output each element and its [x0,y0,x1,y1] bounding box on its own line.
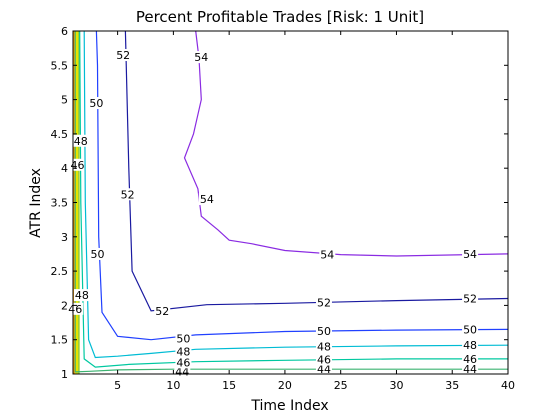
contour-label-bg [115,49,132,62]
x-tick-label: 10 [166,379,180,392]
contour-label-52: 52 [121,188,135,201]
contour-label-bg [154,304,171,317]
contour-label-bg [175,345,192,358]
contour-label-44: 44 [463,363,477,376]
x-axis-label: Time Index [250,398,328,414]
contour-label-bg [88,97,105,110]
x-tick-label: 25 [334,379,348,392]
contour-label-52: 52 [116,49,130,62]
y-axis: 1 1.5 2 2.5 3 3.5 4 4.5 5 5.5 6 [51,25,508,381]
contour-label-48: 48 [74,135,88,148]
contour-line-48 [83,30,509,359]
contour-label-bg [193,51,210,64]
contour-label-54: 54 [200,193,214,206]
y-tick-label: 3.5 [51,197,69,210]
contour-label-bg [67,302,84,315]
contour-label-46: 46 [176,356,190,369]
y-tick-label: 5 [61,94,68,107]
contour-label-44: 44 [175,365,189,378]
contour-label-bg [119,188,136,201]
contour-label-48: 48 [176,345,190,358]
contour-label-48: 48 [463,339,477,352]
contour-label-50: 50 [463,323,477,336]
contour-label-bg [315,353,332,366]
contour-label-52: 52 [317,297,331,310]
contour-label-bg [462,292,479,305]
contour-label-54: 54 [320,249,334,262]
contour-label-46: 46 [68,303,82,316]
contour-label-bg [73,289,90,302]
contour-line-50 [95,30,509,341]
contour-label-50: 50 [89,97,103,110]
contour-label-48: 48 [317,341,331,354]
contour-label-bg [198,193,215,206]
x-tick-label: 20 [278,379,292,392]
axes-frame [72,30,509,375]
contour-label-bg [462,323,479,336]
contour-label-bg [89,247,106,260]
contour-label-48: 48 [75,289,89,302]
y-tick-label: 1 [61,368,68,381]
contour-label-54: 54 [463,248,477,261]
contour-label-bg [175,332,192,345]
contour-line-46 [79,30,508,368]
contour-label-bg [462,247,479,260]
contour-label-bg [462,352,479,365]
contour-label-bg [319,248,336,261]
contour-label-bg [315,363,332,376]
x-tick-label: 35 [445,379,459,392]
y-tick-label: 5.5 [51,59,69,72]
x-axis: 5 10 15 20 25 30 35 40 [114,31,515,392]
y-tick-label: 2.5 [51,265,69,278]
contour-label-46: 46 [463,353,477,366]
contour-label-bg [462,363,479,376]
contour-label-52: 52 [155,305,169,318]
contour-line-52 [124,30,509,312]
y-tick-label: 4.5 [51,128,69,141]
contour-line-54 [183,30,509,257]
y-tick-label: 1.5 [51,334,69,347]
contour-label-46: 46 [317,354,331,367]
x-tick-label: 40 [501,379,515,392]
contour-label-50: 50 [317,325,331,338]
contour-label-bg [315,296,332,309]
contour-label-54: 54 [194,51,208,64]
contour-label-bg [462,339,479,352]
y-tick-label: 4 [61,162,68,175]
contour-label-bg [315,324,332,337]
contour-label-bg [175,356,192,369]
contour-label-bg [315,340,332,353]
y-tick-label: 2 [61,299,68,312]
contour-label-50: 50 [176,332,190,345]
y-tick-label: 6 [61,25,68,38]
y-axis-label: ATR Index [28,168,44,238]
contour-label-52: 52 [463,293,477,306]
x-tick-label: 15 [222,379,236,392]
y-tick-label: 3 [61,231,68,244]
edge-band-2 [78,31,80,374]
x-tick-label: 30 [389,379,403,392]
x-tick-label: 5 [114,379,121,392]
contour-label-44: 44 [317,363,331,376]
contour-label-50: 50 [91,248,105,261]
contour-label-bg [72,134,89,147]
contour-line-44 [74,31,508,373]
chart-title: Percent Profitable Trades [Risk: 1 Unit] [136,8,424,26]
